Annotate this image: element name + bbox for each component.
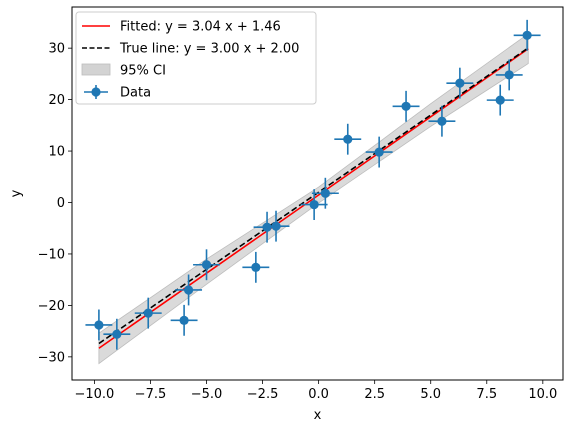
x-axis-label: x [314,408,322,423]
y-axis-label: y [9,189,24,197]
data-point [486,84,514,116]
x-tick-label: 7.5 [476,387,497,402]
x-tick-label: 10.0 [528,387,557,402]
x-tick-label: −10.0 [74,387,114,402]
data-marker [251,262,261,272]
plot-frame [71,6,564,381]
data-marker [495,95,505,105]
y-tick-label: 20 [48,93,65,108]
data-point [134,297,162,329]
data-point [175,274,203,306]
data-point [334,123,362,155]
data-point [513,19,541,51]
x-tick-label: 0.0 [308,387,329,402]
data-marker [309,199,319,210]
y-tick-label: 30 [48,42,65,57]
data-marker [401,101,411,111]
legend-label: Fitted: y = 3.04 x + 1.46 [120,20,281,35]
legend-item: Data [84,85,151,101]
data-point [311,177,339,209]
data-point [262,210,290,242]
data-point [495,59,523,91]
x-tick-label: −5.0 [191,387,223,402]
data-marker [343,134,353,144]
x-tick-label: −7.5 [135,387,167,402]
data-marker [262,222,272,232]
data-marker [437,116,447,126]
data-marker [183,285,194,295]
y-tick-label: −20 [38,299,65,314]
data-marker [143,308,153,318]
data-marker [320,188,330,198]
data-point [428,105,456,137]
data-marker [504,70,514,80]
data-marker [201,260,212,270]
data-marker [271,221,281,231]
legend-label: Data [120,86,151,101]
legend-label: 95% CI [120,64,166,79]
data-point [242,251,270,283]
x-tick-label: 5.0 [420,387,441,402]
x-tick-label: −2.5 [247,387,279,402]
y-tick-label: 10 [48,145,65,160]
y-axis-ticks: −30 −20 −10 0 10 20 30 [38,42,72,365]
data-marker [374,147,384,157]
y-tick-label: 0 [57,196,65,211]
legend-box [75,11,317,105]
y-tick-label: −30 [38,350,65,365]
data-point [170,304,198,336]
legend-items: Fitted: y = 3.04 x + 1.46 True line: y = … [81,20,299,101]
legend-item: True line: y = 3.00 x + 2.00 [82,42,299,57]
legend-swatch [81,63,111,76]
true-line [98,47,529,345]
data-marker [455,78,465,88]
data-point [446,67,474,99]
x-axis-ticks: −10.0 −7.5 −5.0 −2.5 0.0 2.5 5.0 7.5 10.0 [74,380,557,402]
legend-item: Fitted: y = 3.04 x + 1.46 [82,20,281,35]
data-point [300,189,328,220]
legend: Fitted: y = 3.04 x + 1.46 True line: y = … [75,11,317,105]
legend-label: True line: y = 3.00 x + 2.00 [119,42,299,57]
data-marker [522,30,532,40]
data-marker [112,329,122,339]
data-point [392,90,420,122]
data-point [85,309,113,341]
data-point [103,318,131,350]
x-tick-label: 2.5 [364,387,385,402]
data-marker [179,315,189,325]
data-marker [94,320,104,330]
data-point [193,249,220,281]
legend-swatch-marker [91,87,101,97]
legend-item: 95% CI [81,63,166,79]
data-points-layer [85,19,541,350]
data-point [365,136,393,168]
y-tick-label: −10 [38,247,65,262]
